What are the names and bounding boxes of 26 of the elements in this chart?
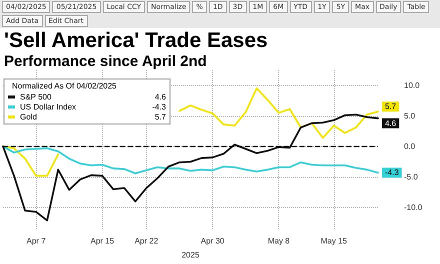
- legend-title: Normalized As Of 04/02/2025: [12, 82, 118, 90]
- legend-label: Gold: [20, 112, 37, 122]
- annotation: 5.7: [154, 112, 167, 122]
- chart-title: 'Sell America' Trade Eases: [4, 29, 269, 53]
- x-axis-title: 2025: [182, 250, 200, 260]
- legend-label: US Dollar Index: [20, 102, 76, 112]
- chart-subtitle: Performance since April 2nd: [4, 53, 208, 70]
- x-tick-label: May 8: [268, 236, 290, 246]
- line-series: [2, 146, 379, 174]
- annotation: 4.6: [154, 92, 167, 102]
- data-label: -4.3: [385, 168, 400, 178]
- y-tick-label: 0.0: [404, 142, 416, 151]
- data-label: 5.7: [385, 102, 397, 112]
- y-tick-label: 10.0: [404, 80, 420, 90]
- x-tick-label: May 15: [320, 236, 348, 246]
- legend-label: S&P 500: [20, 92, 52, 102]
- x-tick-label: Apr 30: [200, 236, 225, 246]
- data-label: 4.6: [385, 118, 397, 128]
- y-tick-label: -10.0: [404, 203, 423, 212]
- annotation: -4.3: [152, 102, 167, 112]
- y-tick-label: -5.0: [404, 172, 418, 182]
- line-series: [2, 114, 379, 222]
- x-tick-label: Apr 22: [134, 236, 159, 246]
- x-tick-label: Apr 7: [26, 236, 46, 246]
- y-tick-label: 5.0: [404, 111, 416, 120]
- x-tick-label: Apr 15: [90, 236, 115, 246]
